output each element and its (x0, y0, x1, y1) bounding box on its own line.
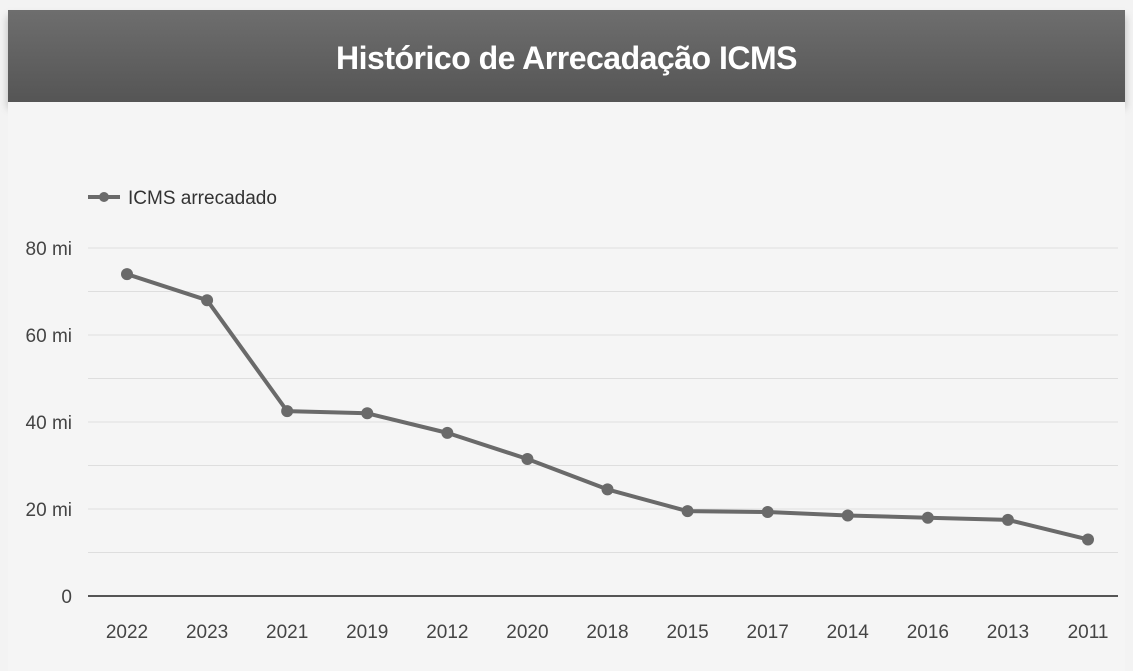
data-point[interactable] (441, 426, 454, 439)
y-tick-label: 60 mi (26, 326, 72, 347)
x-tick-label: 2020 (506, 622, 548, 643)
legend-label: ICMS arrecadado (128, 188, 277, 209)
legend: ICMS arrecadado (88, 188, 277, 209)
x-tick-label: 2013 (987, 622, 1029, 643)
y-tick-label: 0 (61, 587, 72, 608)
x-tick-label: 2012 (426, 622, 468, 643)
data-point[interactable] (1001, 513, 1014, 526)
x-tick-label: 2021 (266, 622, 308, 643)
y-tick-label: 20 mi (26, 500, 72, 521)
x-tick-label: 2018 (586, 622, 628, 643)
x-tick-label: 2015 (666, 622, 708, 643)
legend-dot-marker (99, 192, 109, 202)
y-tick-label: 40 mi (26, 413, 72, 434)
data-point[interactable] (1082, 533, 1094, 546)
x-tick-label: 2016 (907, 622, 949, 643)
data-point[interactable] (921, 511, 934, 524)
data-point[interactable] (601, 483, 614, 496)
x-tick-label: 2014 (827, 622, 870, 643)
series-line (126, 272, 1089, 542)
x-tick-label: 2019 (346, 622, 388, 643)
data-point[interactable] (521, 452, 534, 465)
data-point[interactable] (281, 405, 294, 418)
x-tick-label: 2023 (186, 622, 228, 643)
y-axis-ticks: 0 20 mi 40 mi 60 mi 80 mi (26, 239, 72, 608)
data-point[interactable] (361, 407, 374, 420)
chart-header: Histórico de Arrecadação ICMS (8, 10, 1125, 102)
data-point[interactable] (201, 294, 214, 307)
x-axis: 2022 2023 2021 2019 2012 2020 2018 2015 2017 2014… (88, 595, 1118, 643)
data-point[interactable] (681, 505, 694, 518)
series-group (121, 268, 1094, 546)
data-point[interactable] (841, 509, 854, 522)
data-point[interactable] (121, 268, 133, 281)
data-point[interactable] (761, 506, 774, 519)
gridlines (88, 247, 1118, 553)
y-tick-label: 80 mi (26, 239, 72, 260)
chart-title: Histórico de Arrecadação ICMS (336, 40, 797, 76)
x-tick-label: 2022 (106, 622, 148, 643)
x-tick-label: 2011 (1068, 622, 1109, 643)
chart-panel (8, 102, 1125, 671)
x-tick-label: 2017 (747, 622, 789, 643)
